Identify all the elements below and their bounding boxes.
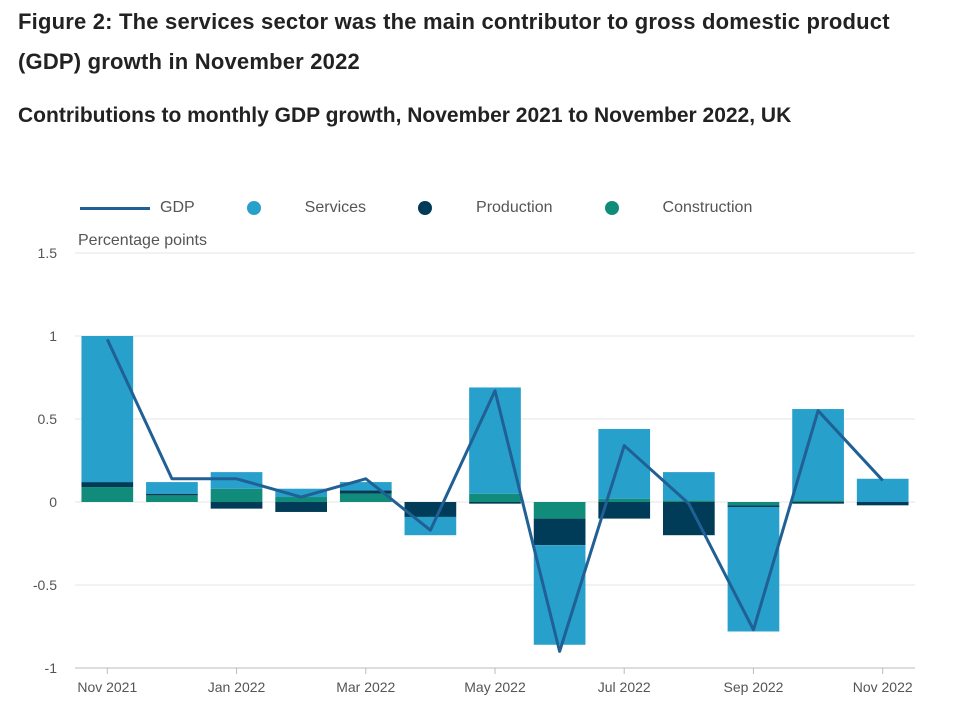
legend-label-gdp: GDP — [160, 199, 195, 216]
legend-item-production: Production — [418, 199, 553, 217]
legend-label-production: Production — [476, 199, 553, 216]
bar-production — [533, 518, 586, 546]
bar-services — [210, 472, 263, 489]
bar-services — [339, 482, 392, 491]
legend-label-services: Services — [304, 199, 367, 216]
x-tick-label: Jul 2022 — [598, 679, 651, 695]
x-tick-label: Nov 2021 — [77, 679, 137, 695]
bar-production — [727, 505, 780, 507]
legend-item-gdp: GDP — [80, 199, 195, 217]
bar-construction — [598, 498, 651, 502]
bar-services — [598, 428, 651, 499]
bar-services — [469, 387, 521, 494]
figure-subtitle: Contributions to monthly GDP growth, Nov… — [18, 104, 792, 127]
y-tick-label: -1 — [45, 660, 58, 676]
bar-production — [598, 502, 651, 519]
bar-services — [856, 478, 909, 502]
bar-production — [81, 482, 134, 488]
bar-construction — [663, 500, 715, 502]
bar-services — [792, 409, 844, 501]
bar-services — [275, 488, 327, 498]
y-tick-label: -0.5 — [33, 577, 57, 593]
bar-construction — [727, 502, 780, 506]
x-tick-label: May 2022 — [464, 679, 526, 695]
bar-construction — [792, 500, 844, 502]
bar-construction — [210, 488, 263, 502]
bar-construction — [81, 487, 134, 502]
bar-services — [81, 336, 134, 483]
chart-legend: GDP Services Production Construction — [80, 196, 804, 220]
bar-production — [663, 502, 715, 536]
legend-dot-production — [418, 201, 433, 215]
bar-production — [469, 502, 521, 504]
y-tick-label: 0 — [49, 494, 57, 510]
x-tick-label: Jan 2022 — [208, 679, 266, 695]
y-tick-label: 1.5 — [38, 245, 58, 261]
bar-construction — [146, 495, 198, 502]
bar-production — [210, 502, 263, 509]
bar-production — [856, 502, 909, 506]
bar-construction — [533, 502, 586, 519]
x-tick-label: Mar 2022 — [336, 679, 395, 695]
bar-construction — [275, 497, 327, 502]
legend-item-construction: Construction — [604, 199, 753, 217]
y-axis-label: Percentage points — [78, 232, 207, 249]
figure-title: Figure 2: The services sector was the ma… — [18, 9, 890, 74]
gdp-line — [105, 338, 884, 653]
legend-dot-construction — [604, 201, 619, 215]
legend-line-swatch — [80, 206, 150, 210]
legend-item-services: Services — [246, 199, 367, 217]
x-tick-label: Sep 2022 — [723, 679, 783, 695]
y-tick-label: 0.5 — [38, 411, 58, 427]
bar-production — [339, 490, 392, 494]
bar-services — [146, 482, 198, 494]
bar-construction — [469, 493, 521, 502]
y-tick-label: 1 — [49, 328, 57, 344]
legend-label-construction: Construction — [662, 199, 753, 216]
bar-construction — [339, 493, 392, 502]
bar-production — [146, 493, 198, 496]
bar-production — [275, 502, 327, 512]
x-tick-label: Nov 2022 — [853, 679, 913, 695]
bar-services — [404, 516, 457, 536]
legend-dot-services — [246, 201, 261, 215]
bar-production — [792, 502, 844, 504]
